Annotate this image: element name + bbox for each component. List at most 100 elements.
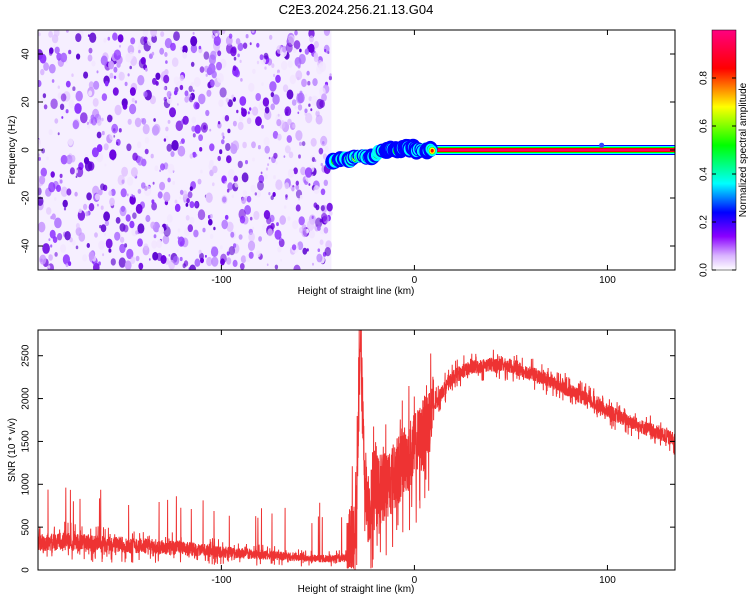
noise-speckle xyxy=(326,202,333,212)
noise-speckle xyxy=(163,74,170,84)
noise-speckle xyxy=(216,73,224,83)
noise-speckle xyxy=(110,258,116,266)
noise-speckle xyxy=(264,145,270,154)
noise-speckle xyxy=(132,194,135,198)
noise-speckle xyxy=(182,190,188,198)
colorbar-tick-label: 0.4 xyxy=(699,167,710,181)
noise-speckle xyxy=(231,140,240,152)
noise-speckle xyxy=(239,215,246,224)
noise-speckle xyxy=(97,119,102,126)
noise-speckle xyxy=(182,263,186,269)
noise-speckle xyxy=(54,197,57,201)
spectrogram-x-label: Height of straight line (km) xyxy=(298,286,415,297)
noise-speckle xyxy=(64,231,71,241)
noise-speckle xyxy=(213,35,221,47)
noise-speckle xyxy=(256,250,261,258)
noise-speckle xyxy=(151,199,155,204)
noise-speckle xyxy=(88,203,95,212)
colorbar-tick-label: 0.0 xyxy=(699,263,710,277)
noise-speckle xyxy=(274,264,279,270)
noise-speckle xyxy=(297,104,303,111)
noise-speckle xyxy=(237,53,240,58)
noise-speckle xyxy=(91,60,96,67)
noise-speckle xyxy=(206,256,213,267)
noise-speckle xyxy=(38,187,42,196)
noise-speckle xyxy=(192,89,195,92)
noise-speckle xyxy=(301,228,308,238)
noise-speckle xyxy=(306,70,310,76)
noise-speckle xyxy=(153,118,156,122)
noise-speckle xyxy=(320,135,328,147)
noise-speckle xyxy=(295,180,299,186)
noise-speckle xyxy=(58,233,62,238)
noise-speckle xyxy=(239,263,245,270)
noise-speckle xyxy=(60,244,67,253)
noise-speckle xyxy=(126,193,129,197)
noise-speckle xyxy=(152,77,157,85)
noise-speckle xyxy=(246,117,252,125)
noise-speckle xyxy=(101,117,104,122)
noise-speckle xyxy=(248,82,255,92)
spectrogram-x-tick-label: 0 xyxy=(412,275,418,286)
noise-speckle xyxy=(209,128,212,132)
noise-speckle xyxy=(96,131,102,139)
noise-speckle xyxy=(48,50,53,56)
noise-speckle xyxy=(153,123,161,135)
noise-speckle xyxy=(158,226,164,235)
noise-speckle xyxy=(148,258,151,261)
noise-speckle xyxy=(103,211,110,222)
noise-speckle xyxy=(277,246,282,253)
noise-speckle xyxy=(48,63,56,74)
noise-speckle xyxy=(213,226,216,231)
noise-speckle xyxy=(266,263,269,267)
noise-speckle xyxy=(245,160,248,165)
noise-speckle xyxy=(104,163,107,167)
noise-speckle xyxy=(42,243,50,254)
noise-speckle xyxy=(137,238,143,247)
noise-speckle xyxy=(283,155,286,158)
noise-speckle xyxy=(210,246,219,257)
noise-speckle xyxy=(237,42,244,52)
noise-speckle xyxy=(54,252,58,257)
noise-speckle xyxy=(292,220,299,230)
noise-speckle xyxy=(60,93,67,102)
noise-speckle xyxy=(88,251,95,260)
noise-speckle xyxy=(39,254,47,265)
noise-speckle xyxy=(198,134,204,142)
noise-speckle xyxy=(126,143,132,152)
noise-speckle xyxy=(188,85,193,93)
noise-speckle xyxy=(306,219,315,231)
snr-y-tick-label: 1000 xyxy=(21,473,32,496)
noise-speckle xyxy=(100,183,105,191)
noise-speckle xyxy=(107,114,113,123)
noise-speckle xyxy=(167,163,175,174)
noise-speckle xyxy=(276,119,282,127)
noise-speckle xyxy=(298,53,306,65)
spectrogram-panel: -100 0 100 -40 -20 0 20 40 Height of straight l… xyxy=(7,29,676,297)
noise-speckle xyxy=(169,107,176,118)
noise-speckle xyxy=(313,52,318,59)
noise-speckle xyxy=(319,99,325,108)
noise-speckle xyxy=(184,90,189,97)
noise-speckle xyxy=(113,66,118,73)
noise-speckle xyxy=(272,130,279,139)
noise-speckle xyxy=(65,109,69,114)
noise-speckle xyxy=(300,166,306,176)
noise-speckle xyxy=(195,153,198,157)
noise-speckle xyxy=(247,111,250,115)
noise-speckle xyxy=(265,167,269,171)
noise-speckle xyxy=(108,248,112,253)
noise-speckle xyxy=(190,43,198,54)
noise-speckle xyxy=(275,161,278,165)
noise-speckle xyxy=(252,157,255,162)
noise-speckle xyxy=(210,80,215,87)
noise-speckle xyxy=(192,133,196,138)
noise-speckle xyxy=(189,201,195,209)
noise-speckle xyxy=(180,138,185,144)
noise-speckle xyxy=(129,195,136,205)
noise-speckle xyxy=(287,168,295,178)
noise-speckle xyxy=(56,184,61,192)
noise-speckle xyxy=(329,210,333,216)
noise-speckle xyxy=(174,203,181,212)
noise-speckle xyxy=(234,181,239,188)
